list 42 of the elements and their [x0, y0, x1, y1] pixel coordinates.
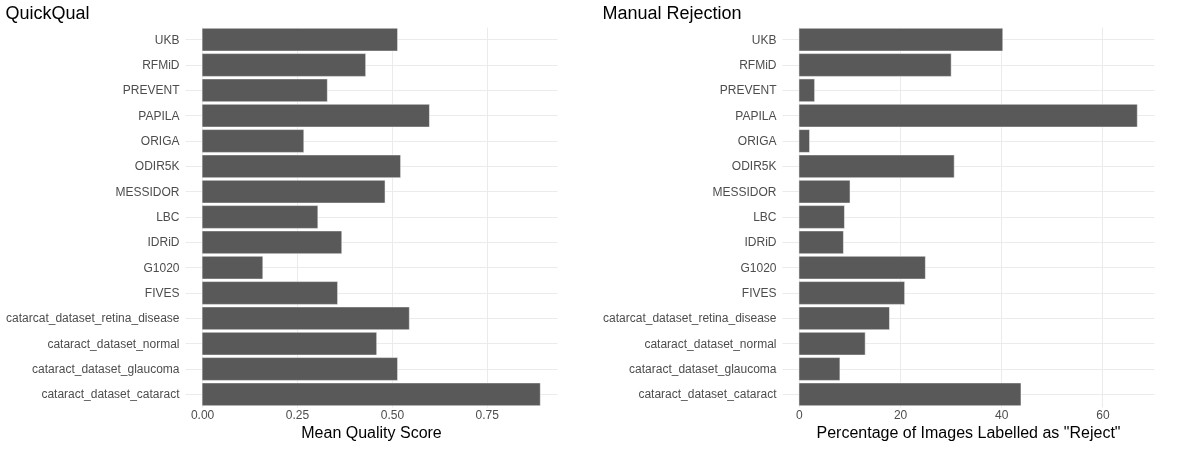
y-tick-label: PAPILA	[138, 108, 180, 123]
y-tick-label: LBC	[753, 210, 777, 224]
y-tick-label: G1020	[740, 260, 777, 275]
y-tick-label: FIVES	[741, 286, 777, 300]
x-axis-title: Mean Quality Score	[301, 423, 442, 441]
y-tick-label: MESSIDOR	[115, 184, 180, 199]
y-tick-label: cataract_dataset_glaucoma	[32, 362, 180, 376]
x-axis-title: Percentage of Images Labelled as "Reject"	[816, 423, 1121, 441]
y-tick-label: cataract_dataset_glaucoma	[629, 362, 777, 376]
y-tick-label: PREVENT	[122, 83, 181, 98]
x-tick-label: 40	[995, 407, 1009, 422]
x-tick-label: 0.50	[380, 407, 405, 422]
y-tick-label: IDRiD	[744, 235, 777, 250]
y-tick-label: UKB	[751, 32, 777, 47]
chart-title: QuickQual	[5, 3, 90, 23]
y-tick-label: ODIR5K	[731, 159, 777, 174]
y-tick-label: MESSIDOR	[712, 184, 777, 199]
y-tick-label: FIVES	[144, 286, 180, 300]
x-tick-label: 20	[893, 407, 908, 422]
y-tick-label: RFMiD	[142, 58, 180, 72]
y-tick-label: ORIGA	[737, 134, 777, 148]
y-tick-label: G1020	[143, 260, 180, 275]
y-tick-label: cataract_dataset_cataract	[41, 387, 181, 402]
y-tick-label: ORIGA	[140, 134, 180, 148]
y-tick-label: cataract_dataset_cataract	[638, 387, 778, 402]
y-tick-label: PREVENT	[719, 83, 778, 98]
y-tick-label: PAPILA	[735, 108, 777, 123]
y-tick-label: catarcat_dataset_retina_disease	[603, 311, 777, 326]
y-tick-label: LBC	[156, 210, 180, 224]
y-tick-label: cataract_dataset_normal	[644, 336, 777, 351]
y-tick-label: cataract_dataset_normal	[47, 336, 180, 351]
y-tick-label: UKB	[154, 32, 180, 47]
y-tick-label: catarcat_dataset_retina_disease	[6, 311, 180, 326]
y-tick-label: RFMiD	[739, 58, 777, 72]
y-tick-label: ODIR5K	[134, 159, 180, 174]
x-tick-label: 0	[796, 407, 804, 422]
y-tick-label: IDRiD	[147, 235, 180, 250]
x-tick-label: 0.75	[475, 407, 500, 422]
chart-title: Manual Rejection	[602, 3, 742, 23]
x-tick-label: 0.00	[190, 407, 215, 422]
x-tick-label: 0.25	[285, 407, 310, 422]
x-tick-label: 60	[1096, 407, 1110, 422]
